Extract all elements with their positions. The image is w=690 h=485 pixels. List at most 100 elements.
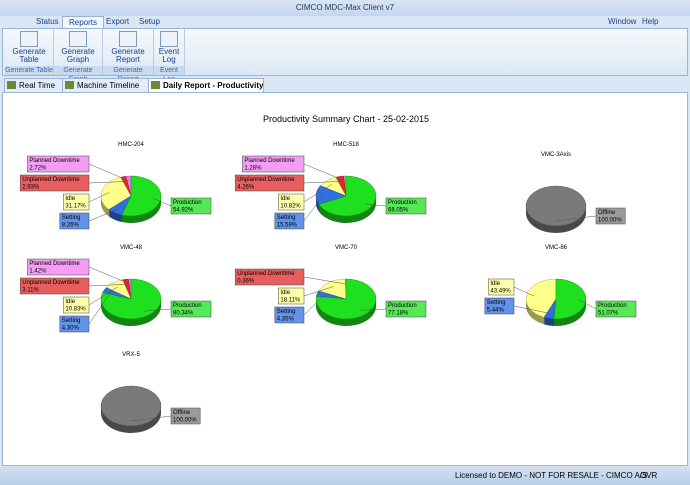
label-box bbox=[63, 193, 90, 211]
legend-label: Setting bbox=[277, 309, 296, 315]
leader-line bbox=[578, 299, 597, 310]
menu-item[interactable]: Help bbox=[642, 17, 659, 26]
value-label: 1.42% bbox=[29, 269, 47, 275]
ribbon-button[interactable]: Generate Graph bbox=[56, 31, 100, 65]
leader-line bbox=[303, 181, 342, 184]
document-tab[interactable]: Real Time bbox=[4, 78, 64, 93]
value-label: 80.34% bbox=[173, 311, 194, 317]
label-box bbox=[595, 300, 637, 318]
chart-title: HMC-204 bbox=[118, 142, 144, 148]
legend-label: Setting bbox=[62, 318, 81, 324]
value-label: 1.28% bbox=[244, 166, 262, 172]
value-label: 51.07% bbox=[598, 311, 619, 317]
status-text: OVR bbox=[640, 471, 658, 480]
leader-line bbox=[513, 286, 535, 297]
leader-line bbox=[153, 198, 172, 207]
menu-tab[interactable]: Setup bbox=[139, 17, 160, 26]
label-box bbox=[274, 306, 305, 324]
leader-line bbox=[360, 308, 387, 311]
label-box bbox=[19, 277, 90, 295]
leader-line bbox=[303, 286, 334, 297]
legend-label: Offline bbox=[173, 410, 191, 416]
slice bbox=[100, 278, 162, 320]
value-label: 4.26% bbox=[237, 185, 255, 191]
ribbon-button[interactable]: Generate Table bbox=[7, 31, 51, 65]
group-label: Generate Graph bbox=[54, 66, 102, 83]
value-label: 18.11% bbox=[280, 298, 301, 304]
document-tab[interactable]: Machine Timeline bbox=[62, 78, 152, 93]
title-bar: CIMCO MDC-Max Client v7 bbox=[0, 0, 690, 16]
document-tab[interactable]: Daily Report - Productivity S... bbox=[148, 78, 264, 93]
value-label: 77.18% bbox=[388, 311, 409, 317]
value-label: 10.82% bbox=[280, 204, 301, 210]
status-text: Licensed to DEMO - NOT FOR RESALE - CIMC… bbox=[455, 471, 648, 480]
legend-label: Planned Downtime bbox=[29, 261, 80, 267]
chart-title: VMC-70 bbox=[335, 245, 358, 251]
ribbon-button[interactable]: Event Log bbox=[156, 31, 182, 65]
leader-line bbox=[88, 163, 130, 182]
value-label: 2.93% bbox=[22, 185, 40, 191]
value-label: 31.17% bbox=[65, 204, 86, 210]
label-box bbox=[278, 287, 305, 305]
legend-label: Unplanned Downtime bbox=[237, 177, 295, 183]
value-label: 5.44% bbox=[487, 308, 505, 314]
chart-title: VMC-86 bbox=[545, 245, 568, 251]
leader-line bbox=[303, 276, 346, 285]
legend-label: Setting bbox=[277, 215, 296, 221]
legend-label: Idle bbox=[280, 290, 290, 296]
legend-label: Idle bbox=[65, 299, 75, 305]
menu-tab[interactable]: Status bbox=[36, 17, 59, 26]
group-label: Event Log bbox=[154, 66, 184, 83]
leader-line bbox=[88, 284, 127, 287]
legend-label: Idle bbox=[280, 196, 290, 202]
value-label: 8.26% bbox=[62, 223, 80, 229]
chart-title: HMC-518 bbox=[333, 142, 359, 148]
legend-label: Setting bbox=[62, 215, 81, 221]
ribbon-group: Generate Graph Generate Graph bbox=[54, 29, 103, 83]
value-label: 0.36% bbox=[237, 279, 255, 285]
chart-title: VMC-3Axis bbox=[541, 152, 571, 158]
menu-item[interactable]: Window bbox=[608, 17, 637, 26]
leader-line bbox=[88, 266, 131, 285]
slice bbox=[525, 278, 557, 318]
window-title: CIMCO MDC-Max Client v7 bbox=[295, 3, 395, 12]
group-label: Generate Table bbox=[5, 66, 53, 75]
value-label: 15.59% bbox=[277, 223, 298, 229]
ribbon: Generate Table Generate Table Generate Gr… bbox=[2, 28, 688, 83]
value-label: 43.49% bbox=[490, 289, 511, 295]
value-label: 3.11% bbox=[22, 288, 39, 294]
label-box bbox=[19, 174, 90, 192]
menu-tab[interactable]: Export bbox=[106, 17, 130, 26]
ribbon-group: Event Log Event Log bbox=[154, 29, 185, 83]
slice bbox=[315, 278, 377, 320]
leader-line bbox=[88, 192, 110, 203]
label-box bbox=[170, 197, 212, 215]
value-label: 68.05% bbox=[388, 208, 409, 214]
value-label: 100.00% bbox=[173, 418, 197, 424]
slice bbox=[100, 177, 132, 210]
value-label: 4.35% bbox=[277, 317, 295, 323]
legend-label: Unplanned Downtime bbox=[22, 280, 80, 286]
leader-line bbox=[303, 294, 325, 316]
ribbon-button[interactable]: Generate Report bbox=[105, 31, 151, 65]
leader-line bbox=[555, 215, 597, 222]
legend-label: Idle bbox=[490, 281, 500, 287]
report-title: Productivity Summary Chart - 25-02-2015 bbox=[263, 114, 429, 124]
label-box bbox=[27, 258, 90, 276]
label-box bbox=[59, 212, 90, 230]
value-label: 2.72% bbox=[29, 166, 47, 172]
ribbon-group: Generate Table Generate Table bbox=[5, 29, 54, 75]
label-box bbox=[170, 407, 201, 425]
legend-label: Production bbox=[173, 200, 202, 206]
label-box bbox=[242, 155, 305, 173]
legend-label: Unplanned Downtime bbox=[237, 271, 295, 277]
value-label: 54.92% bbox=[173, 208, 194, 214]
label-box bbox=[27, 155, 90, 173]
label-box bbox=[488, 278, 515, 296]
label-box bbox=[484, 297, 515, 315]
menu-tab[interactable]: Reports bbox=[62, 16, 105, 29]
leader-line bbox=[303, 184, 332, 203]
leader-line bbox=[364, 203, 387, 207]
leader-line bbox=[144, 308, 172, 312]
report-view: Productivity Summary Chart - 25-02-2015 … bbox=[2, 92, 688, 466]
